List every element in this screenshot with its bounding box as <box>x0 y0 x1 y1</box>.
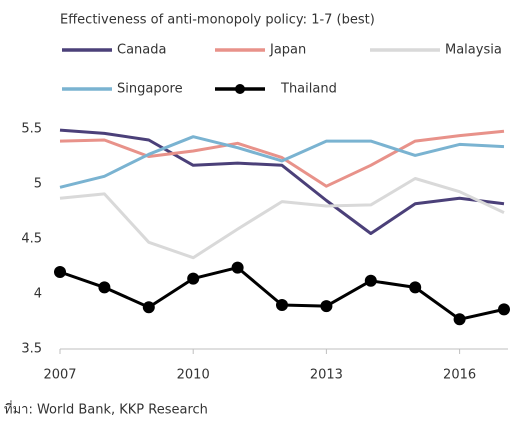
marker <box>54 266 66 278</box>
series-line <box>59 177 505 260</box>
marker <box>231 261 244 274</box>
x-tick-label: 2016 <box>443 368 476 383</box>
marker <box>142 301 155 314</box>
marker <box>498 303 510 316</box>
y-tick-label: 4.5 <box>21 232 42 247</box>
series-line <box>59 129 505 188</box>
x-tick-label: 2010 <box>177 368 210 383</box>
x-tick-label: 2007 <box>43 368 76 383</box>
source: ที่มา: World Bank, KKP Research <box>4 401 208 418</box>
marker <box>409 281 422 294</box>
legend-label: Canada <box>117 43 166 58</box>
y-tick-label: 5 <box>34 177 42 192</box>
marker <box>453 313 466 326</box>
series-line <box>59 135 505 189</box>
x-tick-label: 2013 <box>310 368 343 383</box>
marker <box>320 300 333 313</box>
marker <box>98 281 111 294</box>
legend-label: Thailand <box>280 82 337 97</box>
y-tick-label: 5.5 <box>21 122 42 137</box>
series-line <box>59 266 505 321</box>
series-line <box>59 128 505 235</box>
y-tick-label: 4 <box>34 287 42 302</box>
marker <box>276 299 288 311</box>
marker <box>187 272 200 285</box>
legend-label: Malaysia <box>445 43 502 58</box>
legend-label: Singapore <box>117 82 183 97</box>
marker <box>364 274 377 287</box>
legend-marker <box>235 84 245 94</box>
y-tick-label: 3.5 <box>21 342 42 357</box>
legend-label: Japan <box>269 43 306 58</box>
chart-title: Effectiveness of anti-monopoly policy: 1… <box>60 13 375 28</box>
